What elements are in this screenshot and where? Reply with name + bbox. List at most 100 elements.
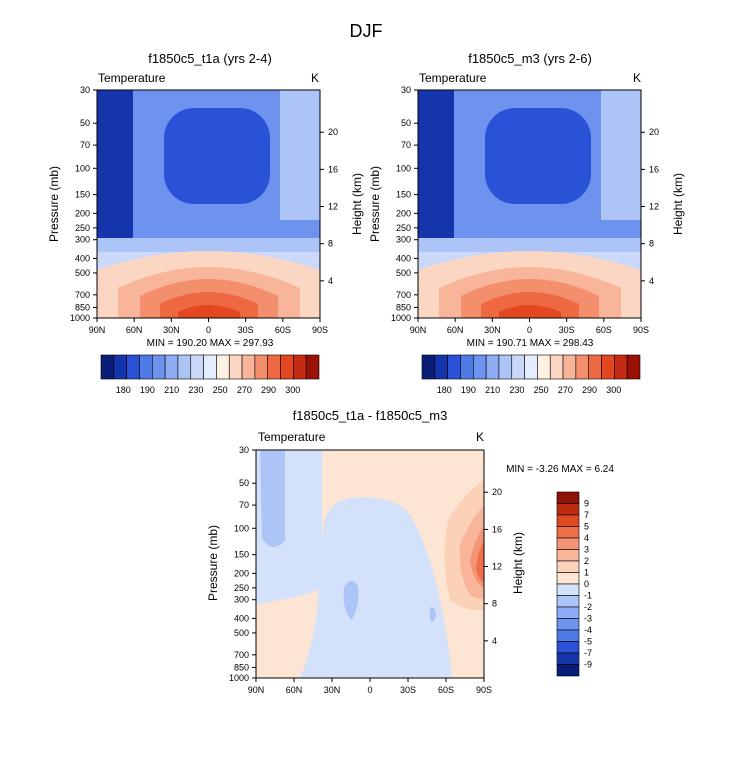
colorbar-label: -4 [584, 625, 592, 635]
colorbar-box [254, 354, 269, 380]
contour-field [417, 89, 642, 319]
height-tick-label: 12 [492, 562, 502, 572]
tropopause-cold-core [485, 108, 591, 204]
height-tick-label: 20 [649, 127, 659, 137]
y-tick-label: 50 [401, 118, 411, 128]
colorbar-box [164, 354, 179, 380]
negative-blob-south [430, 606, 436, 622]
x-tick-label: 0 [206, 325, 211, 335]
height-tick-label: 16 [328, 164, 338, 174]
colorbar-label: 290 [582, 385, 597, 395]
height-tick-label: 4 [649, 276, 654, 286]
height-tick-label: 8 [649, 239, 654, 249]
x-tick-label: 90S [476, 685, 492, 695]
colorbar-label: 190 [140, 385, 155, 395]
colorbar-label: -9 [584, 660, 592, 670]
colorbar-label: 5 [584, 522, 589, 532]
panel-difference: f1850c5_t1a - f1850c5_m3 Temperature K 9… [206, 408, 614, 695]
colorbar-label: 250 [534, 385, 549, 395]
tropopause-cold-core [164, 108, 270, 204]
x-tick-label: 30S [238, 325, 254, 335]
y-tick-label: 30 [239, 445, 249, 455]
units-label: K [311, 71, 319, 85]
y-tick-label: 850 [234, 662, 249, 672]
colorbar-label: 3 [584, 545, 589, 555]
colorbar-box [556, 664, 580, 677]
variable-label: Temperature [419, 71, 487, 85]
y-tick-label: 70 [80, 140, 90, 150]
panel-t1a: f1850c5_t1a (yrs 2-4) Temperature K 90N 6… [47, 51, 364, 395]
y-tick-label: 200 [234, 568, 249, 578]
colorbar-box [203, 354, 217, 380]
colorbar-box [126, 354, 140, 380]
colorbar-box [614, 354, 628, 380]
y-axis-label: Pressure (mb) [368, 166, 382, 242]
y-axis-label: Pressure (mb) [47, 166, 61, 242]
colorbar-box [100, 354, 115, 380]
colorbar-box [305, 354, 320, 380]
panel-title: f1850c5_m3 (yrs 2-6) [468, 51, 592, 66]
y-tick-label: 250 [75, 223, 90, 233]
y-tick-label: 200 [396, 208, 411, 218]
x-tick-label: 60N [447, 325, 464, 335]
y-tick-label: 700 [234, 650, 249, 660]
y-axis-label-right: Height (km) [511, 532, 525, 594]
y-tick-label: 500 [396, 268, 411, 278]
colorbar-box [556, 526, 580, 539]
colorbar-box [498, 354, 513, 380]
cold-region-north [97, 90, 133, 240]
colorbar-box [511, 354, 525, 380]
colorbar-box [556, 629, 580, 642]
x-tick-label: 30N [163, 325, 180, 335]
colorbar-label: 1 [584, 568, 589, 578]
y-axis-label-right: Height (km) [350, 173, 364, 235]
colorbar-label: 190 [461, 385, 476, 395]
colorbar-box [280, 354, 294, 380]
colorbar-label: 180 [116, 385, 131, 395]
colorbar-box [556, 514, 580, 527]
negative-blob-equator [343, 580, 359, 620]
axes: 90N 60N 30N 0 30S 60S 90S 30 50 70 100 150 200 250 300… [391, 85, 659, 335]
panel-title: f1850c5_t1a (yrs 2-4) [148, 51, 272, 66]
colorbar-box [447, 354, 461, 380]
colorbar-box [228, 354, 243, 380]
colorbar-box [588, 354, 602, 380]
colorbar-box [524, 354, 538, 380]
colorbar-label: -5 [584, 637, 592, 647]
positive-region-4 [476, 540, 484, 582]
colorbar-box [241, 354, 256, 380]
figure-title: DJF [350, 21, 383, 41]
colorbar-box [139, 354, 153, 380]
colorbar-box [556, 572, 580, 585]
y-tick-label: 400 [234, 613, 249, 623]
x-tick-label: 30N [484, 325, 501, 335]
panel-title: f1850c5_t1a - f1850c5_m3 [293, 408, 448, 423]
colorbar-box [556, 618, 580, 631]
colorbar-label: 180 [437, 385, 452, 395]
colorbar-box [537, 354, 551, 380]
colorbar-box [556, 606, 580, 619]
colorbar-label: 270 [558, 385, 573, 395]
axes: 90N 60N 30N 0 30S 60S 90S 30 50 70 100 150 200 250 300… [70, 85, 338, 335]
positive-region-lower-north [256, 588, 322, 678]
colorbar-box [216, 354, 230, 380]
colorbar-box [556, 652, 580, 665]
height-tick-label: 20 [328, 127, 338, 137]
x-tick-label: 90S [633, 325, 649, 335]
colorbar-label: 250 [213, 385, 228, 395]
colorbar-box [556, 641, 580, 654]
panel-m3: f1850c5_m3 (yrs 2-6) Temperature K 90N 60… [368, 51, 685, 395]
colorbar-label: -7 [584, 648, 592, 658]
height-tick-label: 12 [649, 202, 659, 212]
contour-field [96, 89, 321, 319]
units-label: K [476, 430, 484, 444]
x-tick-label: 60N [126, 325, 143, 335]
x-tick-label: 90S [312, 325, 328, 335]
cold-region-north [418, 90, 454, 240]
stats-text: MIN = 190.71 MAX = 298.43 [467, 338, 594, 349]
height-tick-label: 4 [328, 276, 333, 286]
colorbar-box [190, 354, 204, 380]
y-axis-label: Pressure (mb) [206, 525, 220, 601]
colorbar: 97 54 32 10 -1-2 -3-4 -5-7 -9 [556, 491, 592, 677]
